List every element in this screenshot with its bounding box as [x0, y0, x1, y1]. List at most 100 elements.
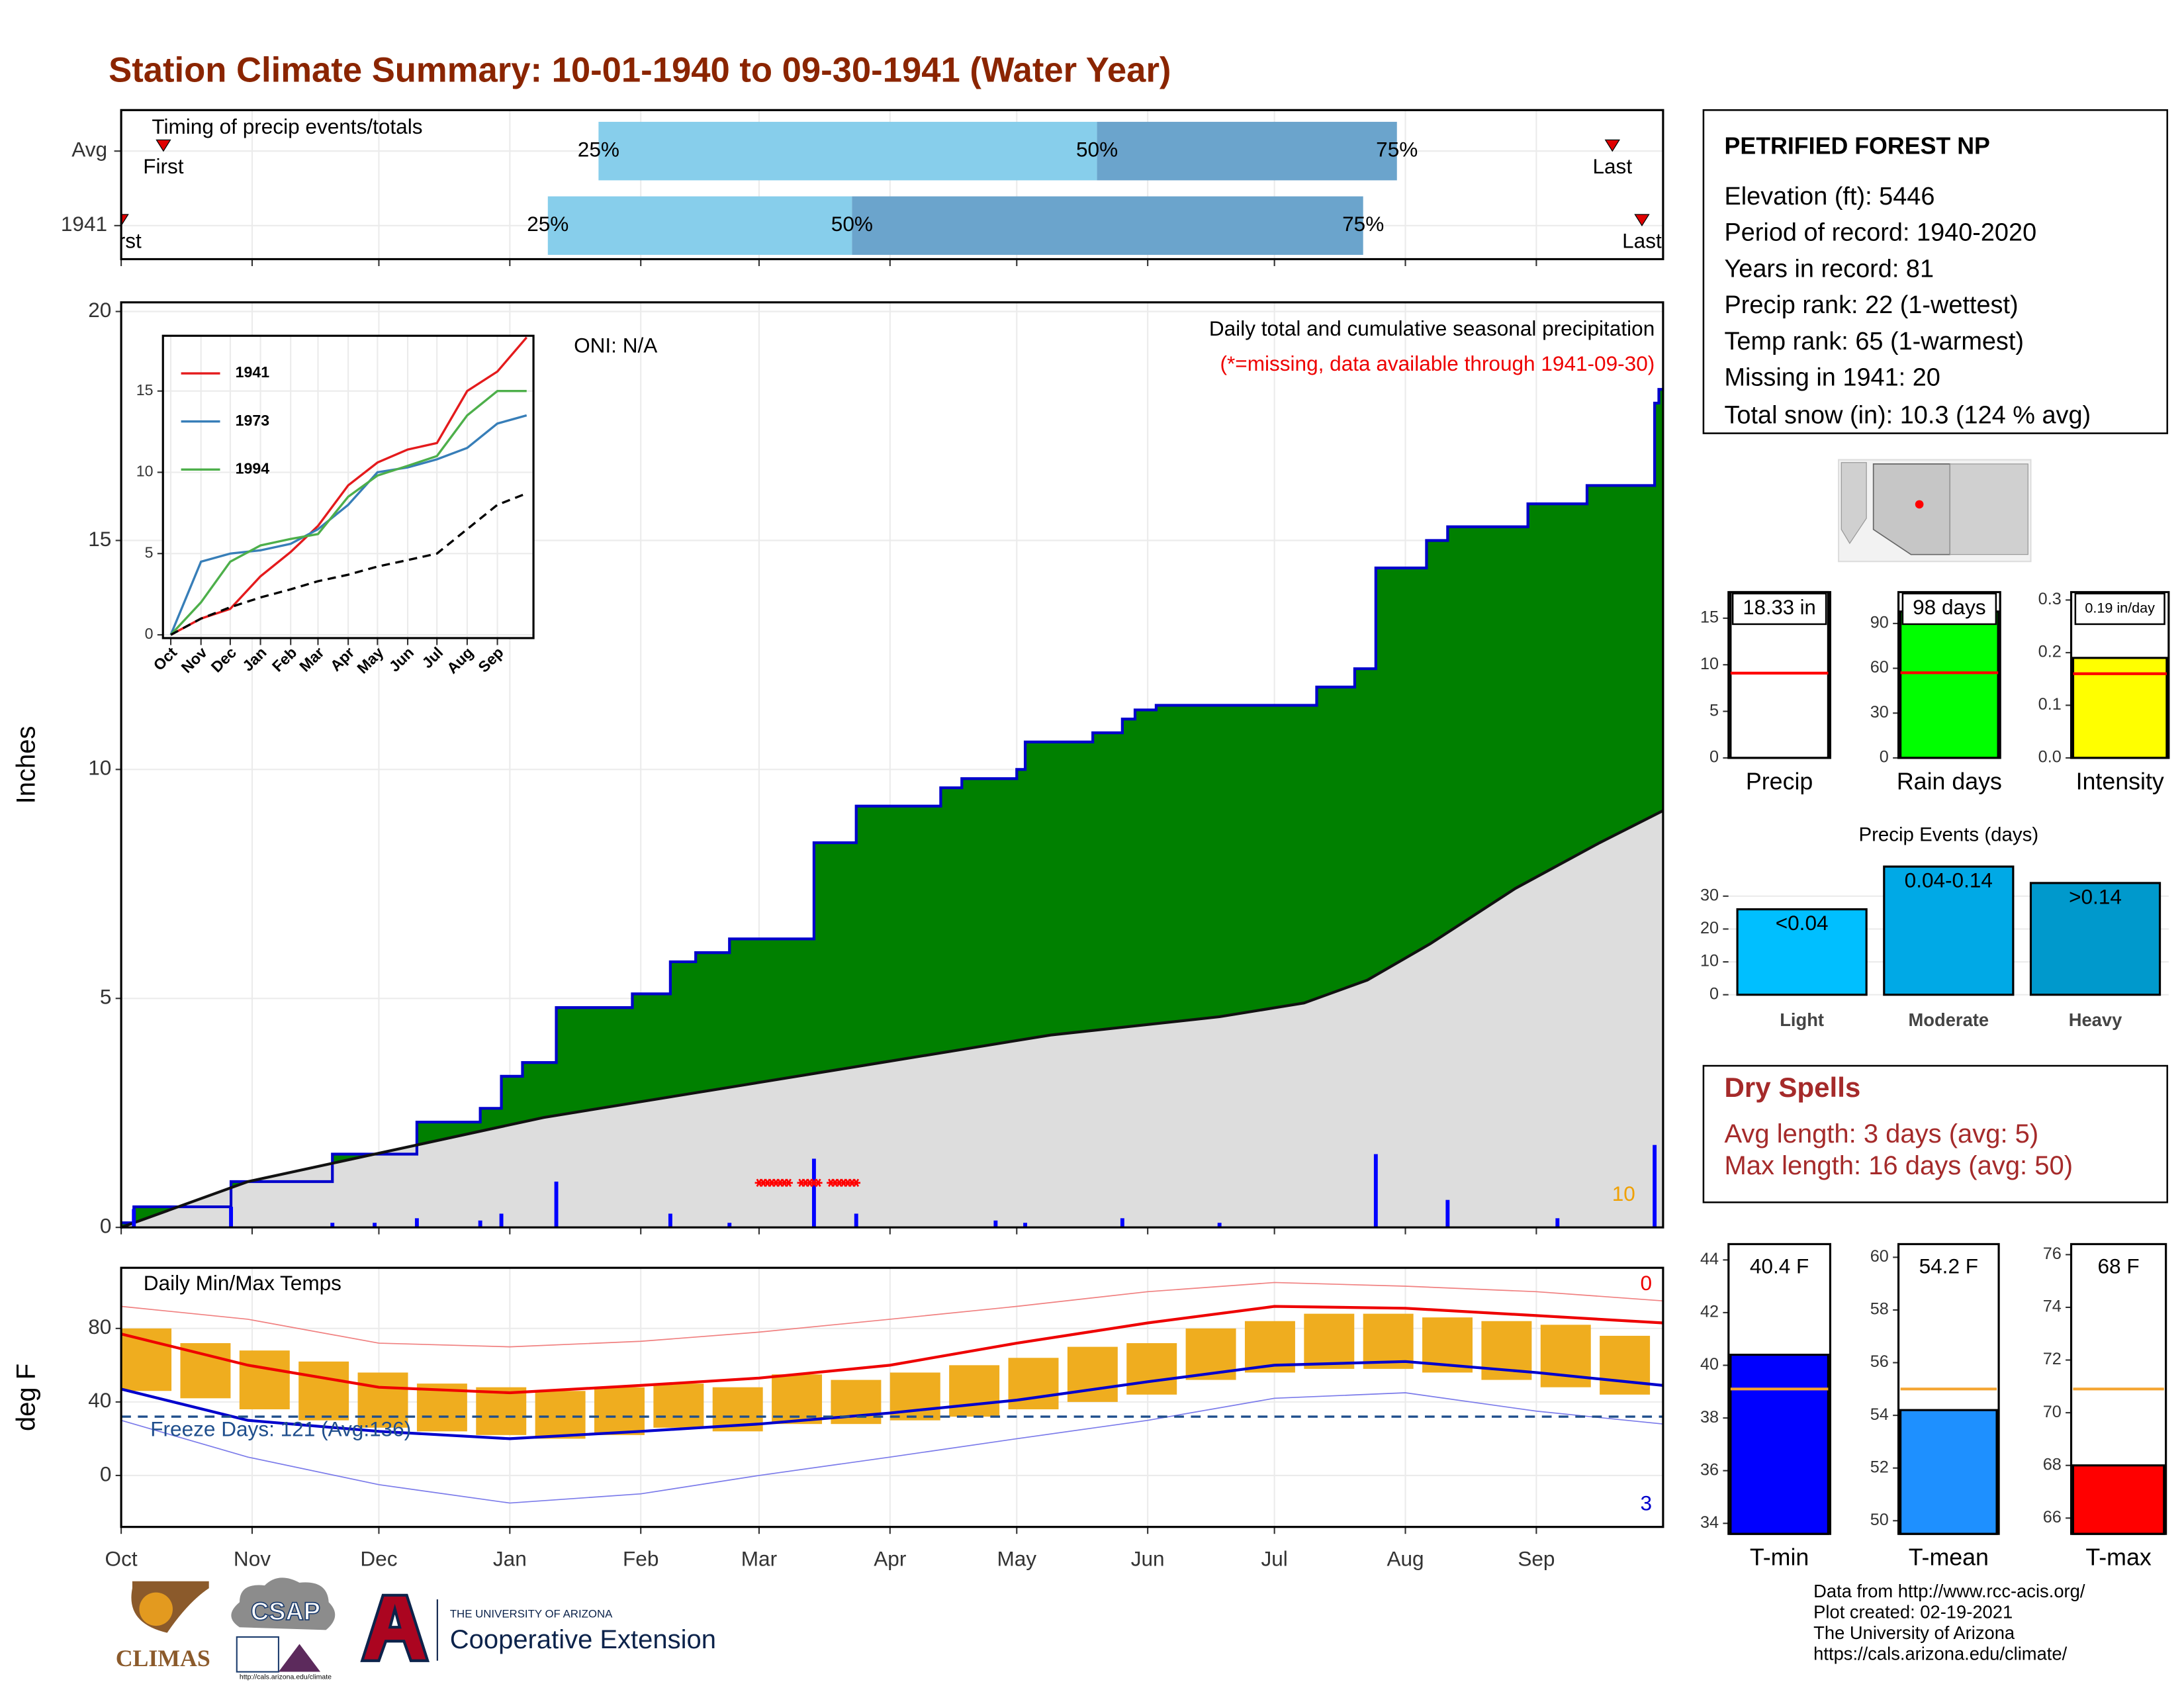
value-label: 0.19 in/day — [2085, 599, 2155, 616]
y-tick-label: 30 — [1870, 703, 1889, 722]
record-high-count: 0 — [1640, 1271, 1652, 1295]
y-tick-label: 20 — [1700, 919, 1719, 937]
y-tick-label: 66 — [2043, 1508, 2062, 1526]
y-tick-label: 30 — [1700, 886, 1719, 904]
station-line: Temp rank: 65 (1-warmest) — [1724, 328, 2024, 355]
timing-title: Timing of precip events/totals — [152, 115, 422, 138]
category-label: T-max — [2085, 1544, 2151, 1571]
x-tick-label: Jan — [493, 1547, 527, 1571]
map-state — [1841, 462, 1867, 545]
plot-border — [1727, 1243, 1832, 1535]
bar — [1729, 1354, 1829, 1535]
missing-marker — [813, 1178, 823, 1187]
y-tick-label: 0 — [100, 1214, 112, 1238]
y-tick-label: 10 — [1700, 952, 1719, 970]
temp-range-bar — [357, 1372, 408, 1428]
x-tick-label: Dec — [360, 1547, 397, 1571]
y-tick-label: 42 — [1700, 1303, 1719, 1321]
event-marker — [1604, 139, 1620, 152]
y-tick-label: 74 — [2043, 1297, 2062, 1316]
footer-line: https://cals.arizona.edu/climate/ — [1813, 1644, 2067, 1664]
value-label: 54.2 F — [1919, 1254, 1978, 1278]
y-tick-label: 0 — [1709, 984, 1719, 1003]
station-line: Precip rank: 22 (1-wettest) — [1724, 291, 2018, 319]
y-tick-label: 54 — [1870, 1405, 1889, 1424]
value-label-box — [2074, 592, 2165, 626]
daily-bar — [554, 1182, 559, 1228]
value-label: 0.04-0.14 — [1905, 868, 1993, 892]
y-tick-label: 5 — [1709, 701, 1719, 720]
x-tick-label: May — [997, 1547, 1036, 1571]
plot-border — [2070, 590, 2170, 759]
quartile-label: 25% — [527, 212, 569, 236]
y-tick-label: 40 — [1700, 1355, 1719, 1374]
y-tick-label: 0 — [145, 625, 154, 642]
x-tick-label: Aug — [1387, 1547, 1424, 1571]
bar — [2029, 882, 2161, 996]
dry-spells-title: Dry Spells — [1724, 1072, 1860, 1103]
event-marker — [156, 139, 171, 152]
category-label: Light — [1780, 1009, 1824, 1030]
station-name: PETRIFIED FOREST NP — [1724, 133, 1989, 160]
footer-line: Data from http://www.rcc-acis.org/ — [1813, 1581, 2085, 1601]
daily-bar — [811, 1158, 816, 1228]
category-label: T-min — [1750, 1544, 1809, 1571]
quartile-bar — [1097, 122, 1397, 181]
value-label-box — [1901, 592, 1997, 626]
temp-range-bar — [1304, 1313, 1355, 1369]
dry-spells-box — [1702, 1064, 2169, 1203]
logos: CLIMAS CSAP http://cals.arizona.edu/clim… — [116, 1577, 716, 1681]
normal-area — [121, 810, 1663, 1228]
normal-high-line — [120, 1305, 1664, 1395]
event-label: First — [101, 228, 142, 252]
count-annotation: 10 — [1612, 1182, 1635, 1205]
bar — [1883, 865, 2015, 996]
daily-bar — [1217, 1223, 1222, 1228]
legend-label: 1973 — [236, 412, 270, 429]
value-label: 40.4 F — [1750, 1254, 1809, 1278]
row-label: Avg — [71, 138, 107, 162]
category-label: T-mean — [1909, 1544, 1989, 1571]
extension-name: Cooperative Extension — [450, 1625, 716, 1654]
daily-bar — [1555, 1218, 1560, 1228]
y-tick-label: 60 — [1870, 1247, 1889, 1266]
y-tick-label: 52 — [1870, 1458, 1889, 1476]
daily-bar — [1120, 1218, 1124, 1228]
y-tick-label: 38 — [1700, 1408, 1719, 1427]
plot-border — [161, 334, 535, 639]
footer-line: The University of Arizona — [1813, 1622, 2015, 1643]
event-marker — [1634, 214, 1650, 227]
csap-cloud — [231, 1577, 336, 1630]
y-tick-label: 80 — [88, 1315, 111, 1338]
daily-bar — [854, 1213, 858, 1228]
ua-logo — [360, 1593, 430, 1662]
daily-bar — [1023, 1223, 1028, 1228]
bar — [1899, 610, 1999, 759]
y-tick-label: 56 — [1870, 1352, 1889, 1371]
y-axis-label: deg F — [12, 1364, 41, 1431]
quartile-label: 25% — [578, 138, 619, 162]
temp-range-bar — [298, 1361, 349, 1421]
missing-marker — [784, 1178, 793, 1187]
x-tick-label: Apr — [874, 1547, 906, 1571]
timing-plot: 25% 50% 75% First Last 25% 50% 75% First Last — [101, 110, 1663, 259]
footer-line: Plot created: 02-19-2021 — [1813, 1601, 2013, 1622]
y-tick-label: 36 — [1700, 1460, 1719, 1479]
legend-label: 1994 — [236, 459, 270, 477]
series-line — [169, 390, 527, 636]
record-low-line — [120, 1392, 1663, 1504]
y-tick-label: 44 — [1700, 1250, 1719, 1268]
value-label: <0.04 — [1776, 911, 1829, 935]
temp-range-bar — [1126, 1343, 1177, 1395]
station-line: Missing in 1941: 20 — [1724, 363, 1940, 391]
bar — [1899, 1409, 1998, 1535]
x-tick-label: Jul — [1261, 1547, 1287, 1571]
freeze-label: Freeze Days: 121 (Avg:136) — [150, 1417, 411, 1440]
y-tick-label: 15 — [1700, 608, 1719, 627]
plot-border — [2070, 1243, 2167, 1535]
y-tick-label: 34 — [1700, 1513, 1719, 1532]
x-tick-label: Sep — [1518, 1547, 1555, 1571]
temp-range-bar — [949, 1365, 1000, 1417]
event-marker — [121, 214, 129, 227]
